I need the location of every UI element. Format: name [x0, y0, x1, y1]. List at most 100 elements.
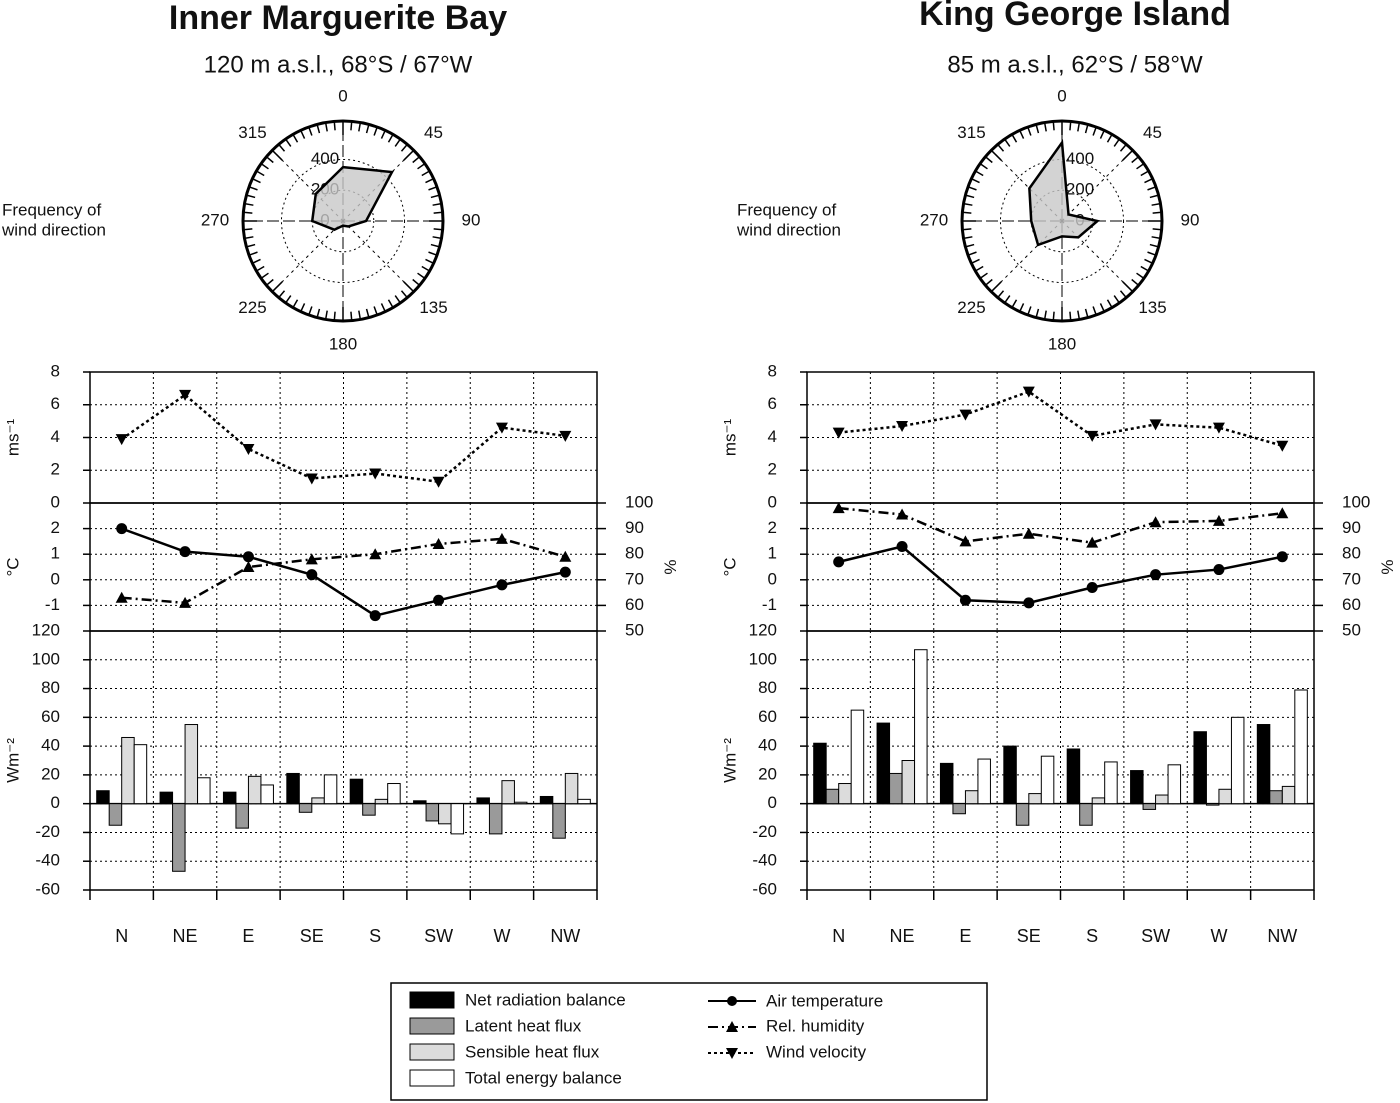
rose-rim-tick [1092, 306, 1097, 316]
y-axis-label: ms⁻¹ [720, 419, 739, 457]
bar [901, 760, 916, 805]
rose-rim-tick [1131, 156, 1140, 164]
bar [1294, 689, 1308, 805]
y-tick-label: -60 [35, 879, 60, 898]
rose-angle-label: 45 [1143, 123, 1162, 142]
rose-rim-tick [975, 170, 984, 177]
rose-rim-tick [324, 122, 328, 132]
panel-frame [806, 630, 1315, 891]
x-tick-label: NW [1267, 926, 1297, 946]
marker [896, 421, 909, 433]
rose-rim-tick [1043, 310, 1047, 320]
rose-rim-tick [1147, 251, 1157, 256]
bar [121, 736, 135, 805]
marker [832, 427, 845, 439]
rose-angle-label: 90 [1181, 210, 1200, 229]
bar [323, 774, 338, 805]
marker [1212, 514, 1225, 526]
y-tick-label: 2 [51, 518, 60, 537]
marker [959, 535, 972, 547]
rose-rim-tick [292, 299, 299, 308]
marker [305, 473, 318, 485]
bar [247, 775, 262, 805]
bar [838, 783, 852, 805]
rose-rim-tick [256, 170, 265, 177]
bar [197, 777, 211, 805]
rose-rim-tick [421, 170, 430, 177]
rose-rim-tick [975, 265, 984, 272]
marker [959, 409, 972, 421]
x-tick-label: NE [173, 926, 198, 946]
y-tick-label: 80 [41, 678, 60, 697]
bar [1218, 788, 1232, 805]
rose-rim-tick [1004, 138, 1011, 147]
rose-angle-label: 315 [957, 123, 985, 142]
rose-rim-tick [365, 124, 370, 134]
rose-axis [271, 220, 344, 293]
rose-rim-tick [1027, 306, 1032, 316]
rose-rim-tick [1027, 126, 1032, 136]
marker [1276, 507, 1289, 519]
bar [850, 709, 865, 805]
rose-rim-tick [971, 258, 980, 264]
y-tick-label: 40 [758, 736, 777, 755]
bar [1066, 748, 1081, 805]
y-tick-label: 1 [768, 544, 777, 563]
rose-rim-tick [1084, 308, 1089, 318]
marker [1149, 419, 1162, 431]
title: King George Island [919, 0, 1231, 33]
rose-rim-tick [1144, 178, 1153, 184]
rose-angle-label: 0 [1057, 86, 1066, 105]
legend-label: Air temperature [766, 991, 883, 1010]
rose-rim-tick [967, 251, 977, 256]
rose-rim-tick [1147, 186, 1157, 191]
x-tick-label: NE [890, 926, 915, 946]
rose-angle-label: 135 [1138, 298, 1166, 317]
rose-polygon [310, 165, 394, 232]
y2-tick-label: 60 [1342, 595, 1361, 614]
rose-rim-tick [387, 299, 394, 308]
bar [539, 795, 554, 805]
rose-rim-tick [1119, 143, 1127, 152]
bar [108, 803, 123, 826]
rose-polygon [1028, 139, 1101, 247]
bar [260, 784, 274, 805]
y2-tick-label: 90 [625, 518, 644, 537]
legend-label: Latent heat flux [465, 1016, 582, 1035]
rose-rim-tick [1119, 290, 1127, 299]
rose-rim-tick [412, 156, 421, 164]
bar [552, 803, 566, 839]
y-tick-label: 0 [768, 793, 777, 812]
x-tick-label: W [1210, 926, 1227, 946]
x-tick-label: E [959, 926, 971, 946]
rose-rim-tick [260, 272, 269, 279]
marker [305, 553, 318, 565]
rose-rim-tick [430, 243, 440, 248]
rose-rim-tick [1099, 303, 1105, 312]
marker [1023, 597, 1035, 609]
y-tick-label: 100 [32, 649, 60, 668]
marker [496, 579, 508, 591]
bar [450, 803, 465, 835]
rose-rim-tick [428, 251, 438, 256]
marker [1086, 430, 1099, 442]
marker [1212, 422, 1225, 434]
bar [387, 783, 401, 805]
rose-rim-tick [979, 163, 988, 170]
y-tick-label: 100 [749, 649, 777, 668]
y-tick-label: -1 [45, 595, 60, 614]
rose-rim-tick [400, 290, 408, 299]
x-tick-label: W [493, 926, 510, 946]
bar [1193, 731, 1207, 805]
y-axis-label: ms⁻¹ [3, 419, 22, 457]
marker [115, 434, 128, 446]
rose-rim-tick [300, 303, 306, 312]
rose-rim-tick [243, 211, 253, 214]
rose-rim-tick [373, 306, 378, 316]
y-tick-label: -20 [752, 822, 777, 841]
bar [1256, 724, 1271, 805]
legend-label: Net radiation balance [465, 990, 626, 1009]
bar [286, 772, 300, 805]
rose-rim-tick [243, 228, 253, 231]
series-line [838, 390, 1283, 447]
